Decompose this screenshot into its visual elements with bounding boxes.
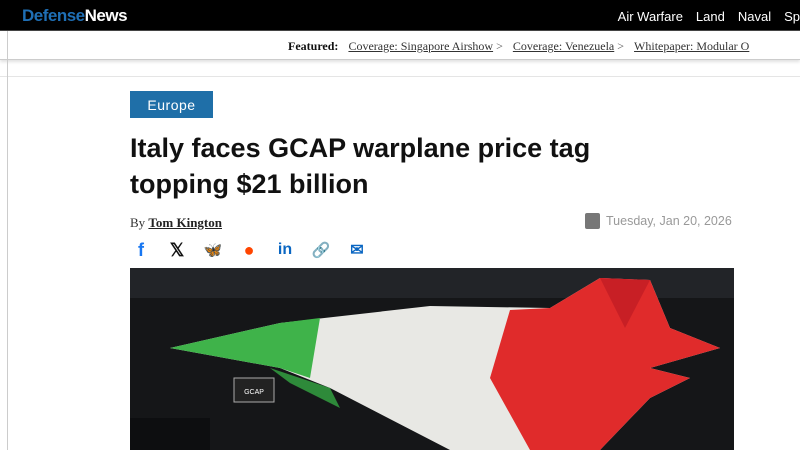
top-nav-bar: DefenseNews Air Warfare Land Naval Sp [0, 0, 800, 31]
featured-bar: Featured: Coverage: Singapore Airshow > C… [0, 32, 800, 60]
hero-image[interactable]: GCAP [130, 268, 734, 450]
calendar-icon [585, 213, 600, 229]
facebook-icon[interactable]: f [138, 239, 144, 260]
article-title: Italy faces GCAP warplane price tag topp… [130, 133, 591, 199]
divider [0, 76, 800, 77]
share-bar: f 𝕏 🦋 ● in 🔗 ✉ [130, 238, 368, 262]
category-tag[interactable]: Europe [130, 91, 213, 118]
bluesky-icon[interactable]: 🦋 [203, 242, 223, 259]
author-link[interactable]: Tom Kington [148, 215, 222, 230]
publish-date: Tuesday, Jan 20, 2026 [585, 213, 732, 229]
x-icon[interactable]: 𝕏 [169, 239, 185, 260]
featured-link-singapore[interactable]: Coverage: Singapore Airshow [348, 39, 494, 53]
email-icon[interactable]: ✉ [350, 242, 364, 259]
byline: By Tom Kington [130, 215, 222, 230]
chevron-right-icon: > [617, 39, 625, 53]
main-nav: Air Warfare Land Naval Sp [618, 9, 800, 24]
featured-link-venezuela[interactable]: Coverage: Venezuela [512, 39, 615, 53]
reddit-icon[interactable]: ● [243, 239, 255, 260]
gcap-jet-image: GCAP [130, 268, 734, 450]
defense-news-logo[interactable]: DefenseNews [22, 6, 128, 25]
nav-air-warfare[interactable]: Air Warfare [617, 9, 683, 24]
featured-link-whitepaper[interactable]: Whitepaper: Modular O [634, 39, 750, 53]
linkedin-icon[interactable]: in [277, 241, 293, 258]
divider [7, 31, 8, 450]
nav-naval[interactable]: Naval [737, 9, 772, 24]
featured-label: Featured: [288, 39, 339, 53]
nav-land[interactable]: Land [695, 9, 725, 24]
nav-space[interactable]: Sp [784, 9, 800, 24]
chevron-right-icon: > [496, 39, 503, 53]
gcap-sign: GCAP [244, 389, 264, 396]
link-icon[interactable]: 🔗 [311, 242, 331, 259]
